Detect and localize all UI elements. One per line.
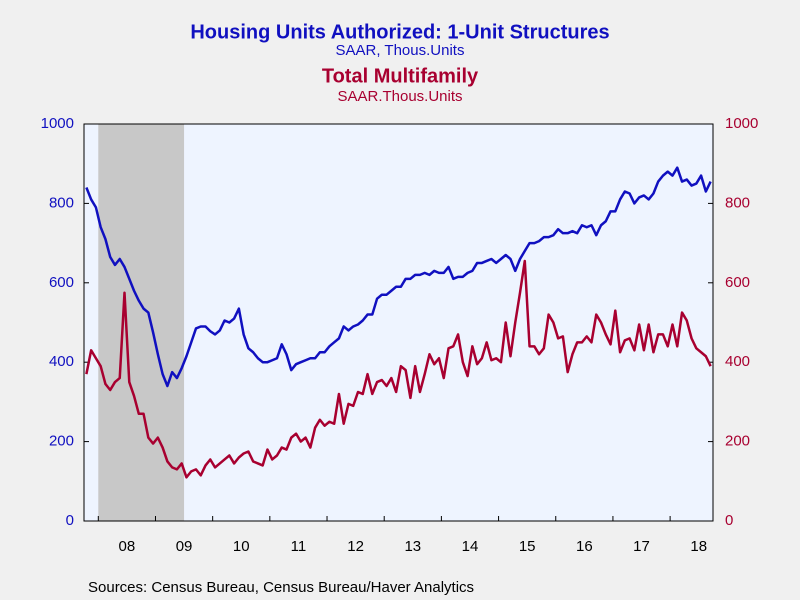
x-tick-label: 12 xyxy=(347,538,364,555)
y-tick-label: 400 xyxy=(49,353,74,370)
source: Sources: Census Bureau, Census Bureau/Ha… xyxy=(88,579,474,596)
y-tick-label: 200 xyxy=(49,433,74,450)
y2-tick-label: 400 xyxy=(725,353,750,370)
x-tick-label: 13 xyxy=(404,538,421,555)
plot-area xyxy=(84,124,713,521)
series-title: Housing Units Authorized: 1-Unit Structu… xyxy=(190,21,609,43)
series-units: SAAR, Thous.Units xyxy=(336,42,465,59)
x-tick-label: 17 xyxy=(633,538,650,555)
x-tick-label: 15 xyxy=(519,538,536,555)
series-title: Total Multifamily xyxy=(322,65,479,87)
y-tick-label: 0 xyxy=(66,512,74,529)
y2-tick-label: 800 xyxy=(725,194,750,211)
y-tick-label: 800 xyxy=(49,194,74,211)
recession-shade xyxy=(98,124,185,521)
y2-tick-label: 0 xyxy=(725,512,733,529)
y-tick-label: 600 xyxy=(49,274,74,291)
y-tick-label: 1000 xyxy=(41,115,74,132)
x-tick-label: 14 xyxy=(462,538,479,555)
series-units: SAAR.Thous.Units xyxy=(337,88,462,105)
x-tick-label: 08 xyxy=(119,538,136,555)
series-line xyxy=(85,166,712,388)
series-line xyxy=(85,259,712,479)
y2-tick-label: 600 xyxy=(725,274,750,291)
y2-tick-label: 200 xyxy=(725,433,750,450)
x-tick-label: 16 xyxy=(576,538,593,555)
x-tick-label: 09 xyxy=(176,538,193,555)
y2-tick-label: 1000 xyxy=(725,115,758,132)
x-tick-label: 18 xyxy=(690,538,707,555)
plot-frame xyxy=(83,123,714,522)
x-tick-label: 11 xyxy=(291,538,307,555)
x-tick-label: 10 xyxy=(233,538,250,555)
